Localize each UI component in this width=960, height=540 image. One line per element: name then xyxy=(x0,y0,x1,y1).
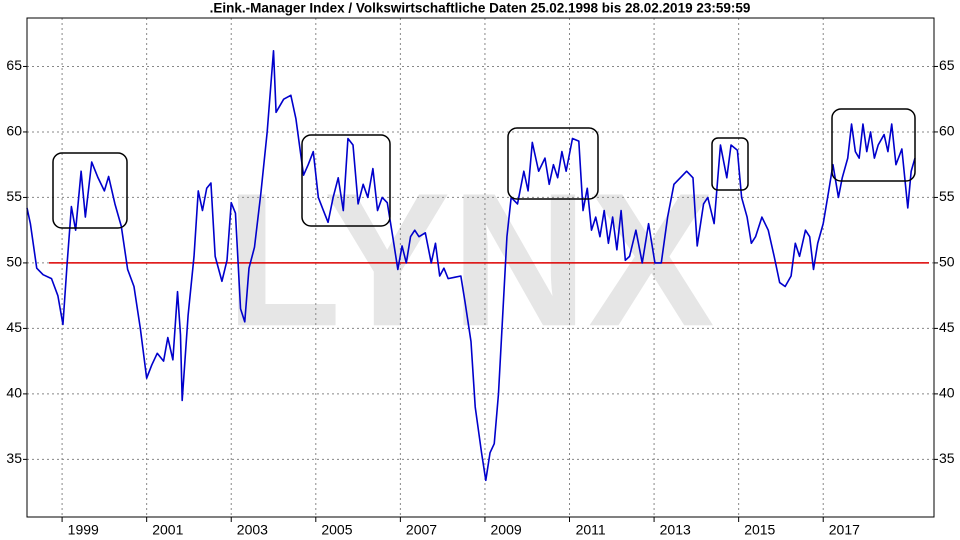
y2-tick-label: 35 xyxy=(939,450,955,466)
x-tick-label: 2003 xyxy=(237,522,268,538)
highlight-box xyxy=(711,137,749,191)
y-tick-label: 45 xyxy=(6,319,22,335)
y-tick-label: 60 xyxy=(6,123,22,139)
x-tick-label: 2011 xyxy=(576,522,606,538)
y2-tick-label: 45 xyxy=(939,319,955,335)
x-tick-label: 2005 xyxy=(321,522,352,538)
highlight-box xyxy=(507,127,599,200)
highlight-box xyxy=(831,108,916,182)
y-tick-label: 35 xyxy=(6,450,22,466)
x-tick-label: 2013 xyxy=(660,522,691,538)
data-line xyxy=(26,49,916,482)
y2-tick-label: 55 xyxy=(939,188,955,204)
annotation-boxes xyxy=(52,108,916,229)
x-tick-label: 1999 xyxy=(68,522,99,538)
x-tick-label: 2007 xyxy=(406,522,437,538)
x-tick-label: 2001 xyxy=(152,522,183,538)
x-tick-label: 2009 xyxy=(491,522,522,538)
plot-frame xyxy=(26,17,935,518)
x-tick-label: 2017 xyxy=(829,522,860,538)
y-tick-label: 55 xyxy=(6,188,22,204)
y2-tick-label: 60 xyxy=(939,123,955,139)
plot xyxy=(26,49,929,482)
highlight-box xyxy=(52,152,128,229)
chart-title: .Eink.-Manager Index / Volkswirtschaftli… xyxy=(210,1,751,16)
highlight-box xyxy=(301,134,391,227)
x-tick-label: 2015 xyxy=(744,522,775,538)
y-tick-label: 40 xyxy=(6,385,22,401)
y2-tick-label: 65 xyxy=(939,57,955,73)
y-tick-label: 65 xyxy=(6,57,22,73)
y2-tick-label: 40 xyxy=(939,385,955,401)
y-tick-label: 50 xyxy=(6,254,22,270)
y2-tick-label: 50 xyxy=(939,254,955,270)
